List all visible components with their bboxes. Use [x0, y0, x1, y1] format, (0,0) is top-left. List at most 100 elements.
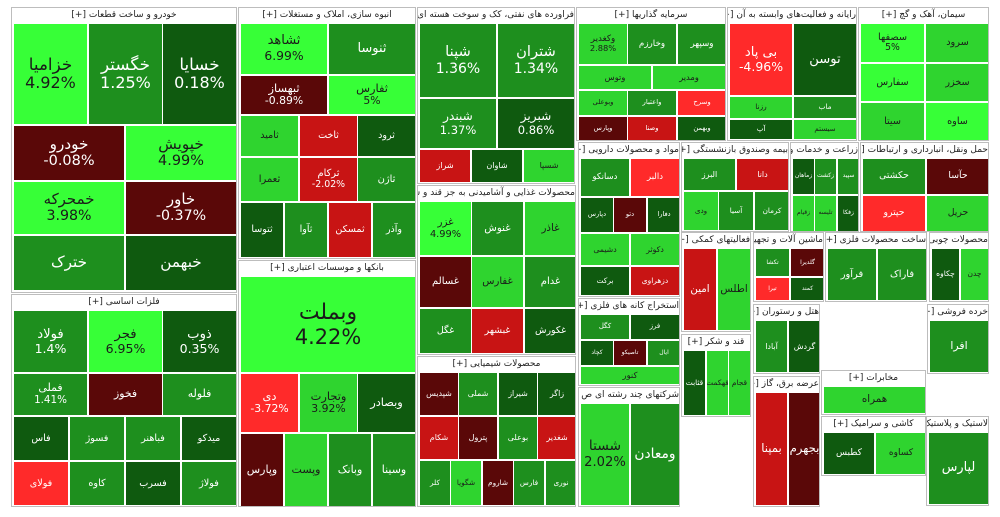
tile-دکوثر[interactable]: دکوثر: [630, 233, 679, 266]
tile-دشیمی[interactable]: دشیمی: [580, 233, 630, 266]
tile-ماب[interactable]: ماب: [793, 96, 856, 119]
tile-خبهمن[interactable]: خبهمن: [125, 235, 236, 291]
tile-شاوان[interactable]: شاوان: [471, 149, 523, 183]
sector-24[interactable]: ساخت محصولات فلزی [+] فرآور فاراک: [825, 232, 927, 302]
tile-خگستر[interactable]: خگستر 1.25%: [88, 23, 163, 125]
sector-21[interactable]: هتل و رستوران [+] آبادا گردش: [753, 304, 820, 374]
sector-23[interactable]: عرضه برق، گاز [+] بمپنا بجهرم: [753, 376, 820, 507]
tile-حآسا[interactable]: حآسا: [926, 158, 988, 195]
tile-شسپا[interactable]: شسپا: [523, 149, 574, 183]
tile-شراز[interactable]: شراز: [419, 149, 471, 183]
tile-وآذر[interactable]: وآذر: [372, 202, 415, 258]
tile-خپویش[interactable]: خپویش 4.99%: [125, 125, 236, 181]
sector-14[interactable]: محصولات شیمیایی [+] شپدیس شملی شیراز زاگر شکا…: [417, 356, 576, 507]
tile-ومعادن[interactable]: ومعادن: [630, 403, 679, 506]
tile-ثرکام[interactable]: ثرکام -2.02%: [299, 157, 358, 202]
tile-وسپهر[interactable]: وسپهر: [677, 23, 725, 65]
sector-title[interactable]: محصولات غذایی و آشامیدنی به جز قند و شکر…: [418, 186, 575, 201]
tile-بوعلی[interactable]: بوعلی: [498, 416, 538, 460]
tile-شیراز[interactable]: شیراز: [498, 372, 538, 416]
tile-ثاخت[interactable]: ثاخت: [299, 115, 358, 157]
tile-پترول[interactable]: پترول: [458, 416, 498, 460]
tile-تلیسه[interactable]: تلیسه: [814, 195, 837, 231]
tile-رزنا[interactable]: رزنا: [729, 96, 793, 119]
sector-title[interactable]: خرده فروشی [+]: [928, 305, 988, 320]
sector-5[interactable]: رایانه و فعالیت‌های وابسته به آن [+] بی پ…: [727, 7, 857, 141]
tile-فرآور[interactable]: فرآور: [827, 248, 877, 301]
tile-نوری[interactable]: نوری: [545, 460, 575, 506]
tile-آسیا[interactable]: آسیا: [718, 191, 754, 231]
sector-title[interactable]: سیمان، آهک و گچ [+]: [859, 8, 988, 23]
tile-حریل[interactable]: حریل: [926, 195, 988, 231]
tile-حپترو[interactable]: حپترو: [862, 195, 926, 231]
tile-دسانکو[interactable]: دسانکو: [580, 158, 630, 197]
sector-25[interactable]: مخابرات [+] همراه: [821, 370, 926, 415]
tile-قجام[interactable]: قجام: [728, 350, 750, 416]
tile-زفکا[interactable]: زفکا: [837, 195, 858, 231]
tile-شپدیس[interactable]: شپدیس: [419, 372, 459, 416]
sector-2[interactable]: انبوه سازی، املاک و مستغلات [+] ثشاهد 6.99…: [238, 7, 416, 259]
tile-فسوژ[interactable]: فسوژ: [69, 416, 125, 461]
tile-کرمان[interactable]: کرمان: [754, 191, 788, 231]
tile-لپارس[interactable]: لپارس: [928, 432, 988, 505]
tile-کساوه[interactable]: کساوه: [875, 432, 925, 475]
tile-آبادا[interactable]: آبادا: [755, 320, 788, 373]
tile-آپ[interactable]: آپ: [729, 119, 793, 140]
tile-شغدیر[interactable]: شغدیر: [537, 416, 575, 460]
tile-ثنوسا[interactable]: ثنوسا: [328, 23, 415, 75]
sector-title[interactable]: استخراج کانه های فلزی [+]: [579, 299, 679, 314]
tile-غزر[interactable]: غزر 4.99%: [419, 201, 472, 256]
tile-ثمسکن[interactable]: ثمسکن: [328, 202, 372, 258]
tile-واعتبار[interactable]: واعتبار: [627, 90, 677, 116]
tile-خودرو[interactable]: خودرو -0.08%: [13, 125, 125, 181]
tile-وپارس[interactable]: وپارس: [578, 116, 628, 140]
tile-خمحرکه[interactable]: خمحرکه 3.98%: [13, 181, 125, 235]
tile-سصفها[interactable]: سصفها 5%: [860, 23, 925, 63]
sector-title[interactable]: عرضه برق، گاز [+]: [754, 377, 819, 392]
sector-title[interactable]: زراعت و خدمات وابسته [+]: [791, 143, 858, 158]
tile-ومدیر[interactable]: ومدیر: [652, 65, 725, 90]
tile-فاس[interactable]: فاس: [13, 416, 69, 461]
tile-میدکو[interactable]: میدکو: [181, 416, 236, 461]
tile-غکورش[interactable]: غکورش: [524, 308, 575, 354]
tile-ثشاهد[interactable]: ثشاهد 6.99%: [240, 23, 328, 75]
tile-وکغدیر[interactable]: وکغدیر 2.88%: [578, 23, 628, 65]
sector-title[interactable]: سرمایه گذاریها [+]: [577, 8, 725, 23]
tile-توسن[interactable]: توسن: [793, 23, 856, 96]
tile-ثرود[interactable]: ثرود: [357, 115, 415, 157]
tile-کطبس[interactable]: کطبس: [823, 432, 875, 475]
tile-چکاوه[interactable]: چکاوه: [931, 248, 960, 301]
tile-بی-پاد[interactable]: بی پاد -4.96%: [729, 23, 793, 96]
tile-ساوه[interactable]: ساوه: [925, 102, 988, 140]
sector-title[interactable]: کاشی و سرامیک [+]: [822, 417, 925, 432]
tile-همراه[interactable]: همراه: [823, 386, 925, 414]
tile-زقیام[interactable]: زقیام: [792, 195, 815, 231]
tile-دی[interactable]: دی -3.72%: [240, 373, 299, 433]
tile-خسایا[interactable]: خسایا 0.18%: [162, 23, 236, 125]
tile-قهکمت[interactable]: قهکمت: [706, 350, 729, 416]
sector-18[interactable]: ماشین آلات و تجهیزات [+] تکشا گلدیرا تیرا کم…: [753, 232, 824, 302]
tile-سفارس[interactable]: سفارس: [860, 63, 925, 102]
tile-تاصیکو[interactable]: تاصیکو: [613, 340, 647, 366]
tile-دالبر[interactable]: دالبر: [630, 158, 679, 197]
tile-قثابت[interactable]: قثابت: [683, 350, 706, 416]
tile-سیتا[interactable]: سیتا: [860, 102, 925, 140]
tile-ایال[interactable]: ایال: [647, 340, 679, 366]
sector-title[interactable]: محصولات شیمیایی [+]: [418, 357, 575, 372]
tile-بمپنا[interactable]: بمپنا: [755, 392, 788, 506]
tile-وصنا[interactable]: وصنا: [627, 116, 677, 140]
tile-فجر[interactable]: فجر 6.95%: [88, 310, 163, 373]
sector-22[interactable]: خرده فروشی [+] افرا: [927, 304, 989, 374]
tile-خزامیا[interactable]: خزامیا 4.92%: [13, 23, 88, 125]
tile-غبشهر[interactable]: غبشهر: [471, 308, 524, 354]
sector-title[interactable]: هتل و رستوران [+]: [754, 305, 819, 320]
tile-کاوه[interactable]: کاوه: [69, 461, 125, 506]
tile-غنوش[interactable]: غنوش: [471, 201, 524, 256]
sector-title[interactable]: ساخت محصولات فلزی [+]: [826, 233, 926, 248]
tile-وپست[interactable]: وپست: [284, 433, 328, 506]
tile-تکشا[interactable]: تکشا: [755, 248, 790, 277]
tile-سپید[interactable]: سپید: [837, 158, 858, 195]
tile-گردش[interactable]: گردش: [788, 320, 819, 373]
sector-19[interactable]: محصولات چوبی [+] چکاوه چدن: [929, 232, 989, 302]
